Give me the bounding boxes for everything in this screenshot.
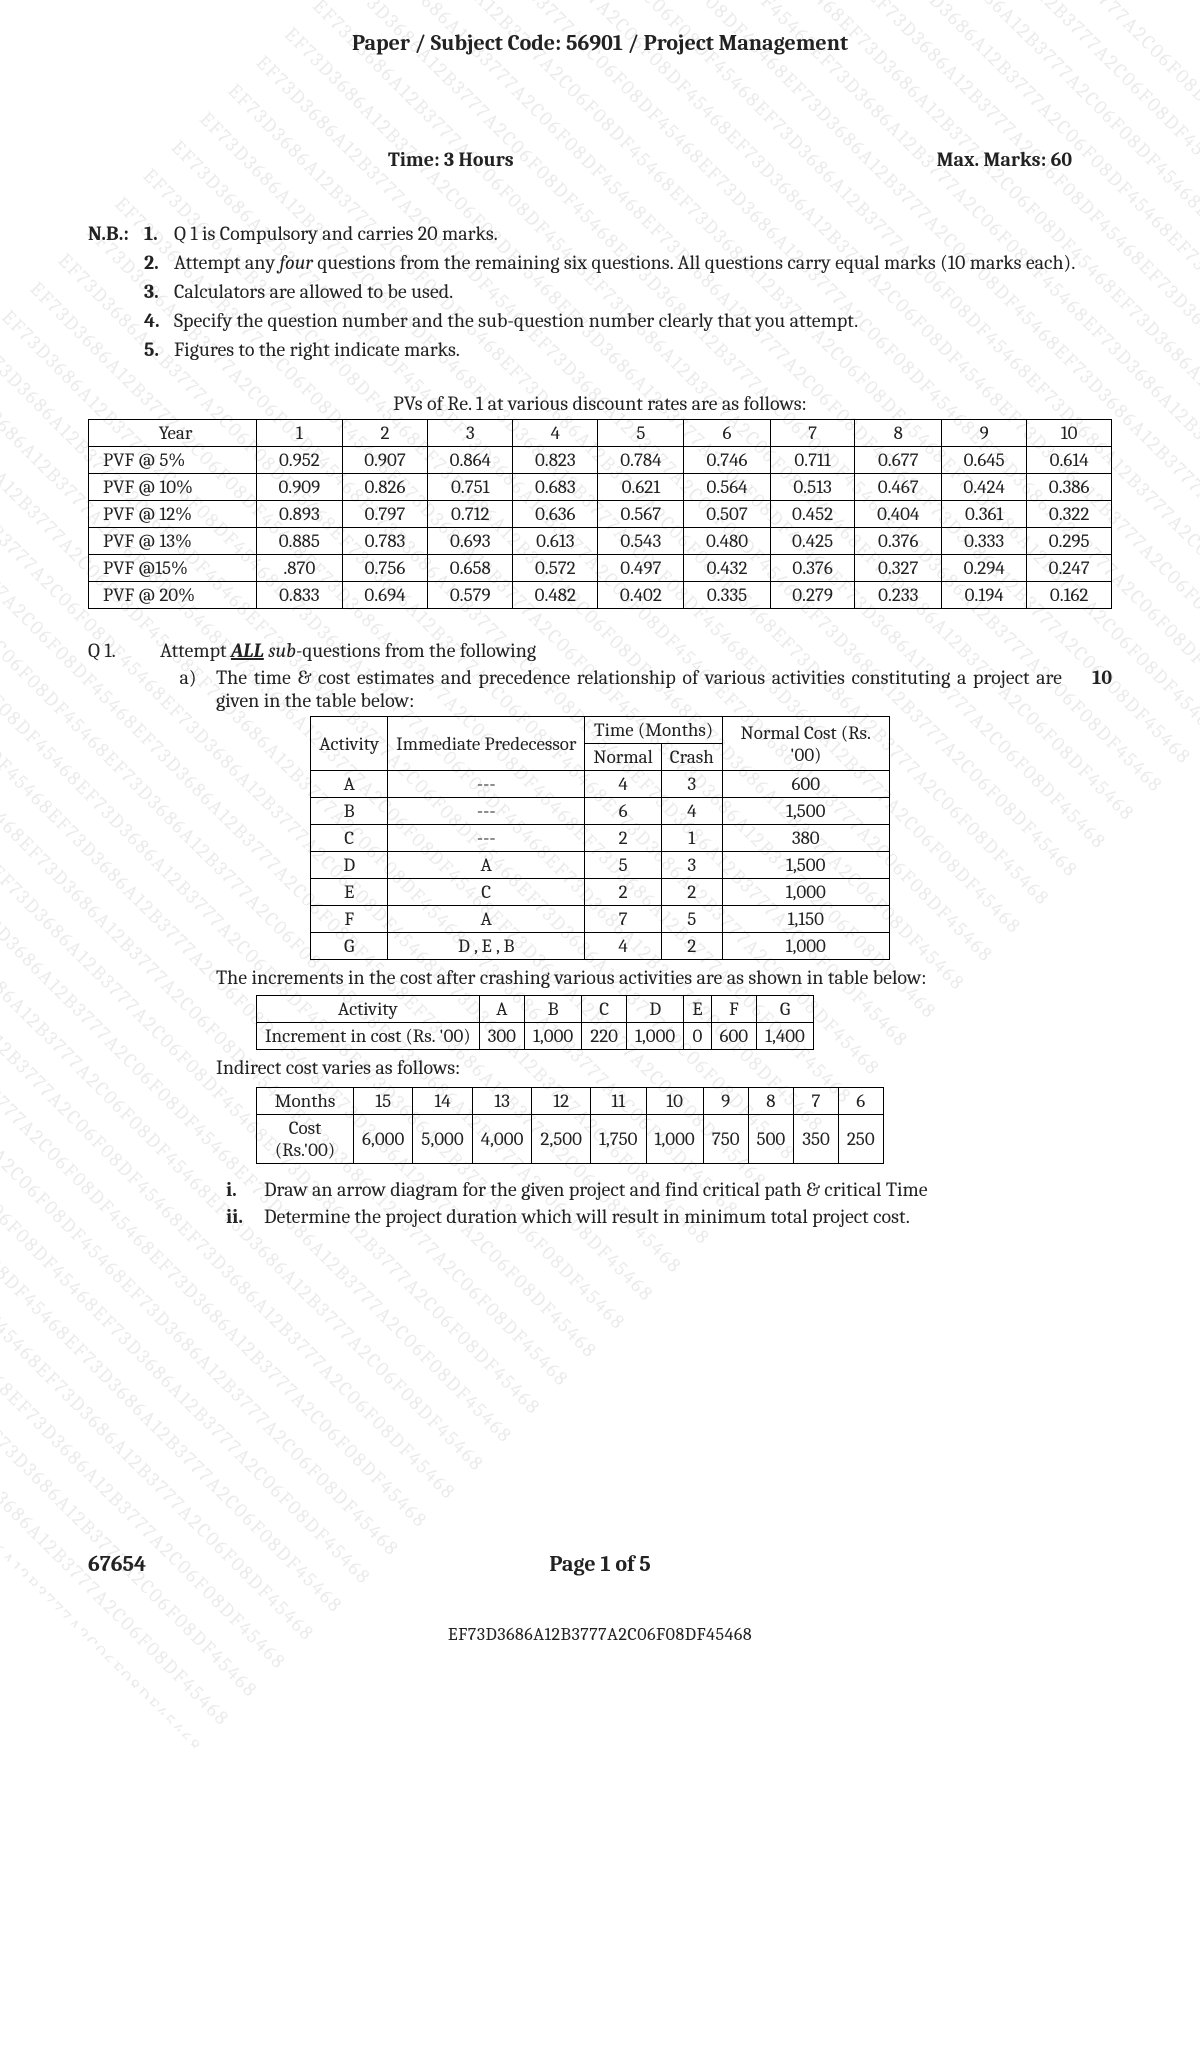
- q1-sub-text: Determine the project duration which wil…: [264, 1205, 1112, 1228]
- q1-sub-num: ii.: [226, 1205, 264, 1228]
- q1a-text: The time & cost estimates and precedence…: [216, 666, 1062, 712]
- pvf-caption: PVs of Re. 1 at various discount rates a…: [88, 392, 1112, 415]
- footer-hash: EF73D3686A12B3777A2C06F08DF45468: [0, 1624, 1200, 1645]
- nb-item-num: 1.: [144, 219, 174, 248]
- nb-item-num: 5.: [144, 335, 174, 364]
- q1-number: Q 1.: [88, 639, 160, 662]
- paper-title: Paper / Subject Code: 56901 / Project Ma…: [88, 30, 1112, 56]
- nb-label: N.B.:: [88, 219, 144, 248]
- time-label: Time: 3 Hours: [388, 148, 514, 171]
- nb-item-text: Calculators are allowed to be used.: [174, 277, 1112, 306]
- q1-sub-text: Draw an arrow diagram for the given proj…: [264, 1178, 1112, 1201]
- nb-item-text: Attempt any four questions from the rema…: [174, 248, 1112, 277]
- activity-table: ActivityImmediate PredecessorTime (Month…: [310, 716, 889, 960]
- indirect-cost-table: Months1514131211109876Cost (Rs.'00)6,000…: [256, 1087, 884, 1164]
- nb-item-text: Q 1 is Compulsory and carries 20 marks.: [174, 219, 1112, 248]
- q1-note2: Indirect cost varies as follows:: [216, 1056, 1112, 1079]
- nb-block: N.B.: 1. Q 1 is Compulsory and carries 2…: [88, 219, 1112, 364]
- q1-note1: The increments in the cost after crashin…: [216, 966, 1112, 989]
- nb-item-num: 3.: [144, 277, 174, 306]
- page-number: Page 1 of 5: [0, 1551, 1200, 1577]
- nb-item-num: 2.: [144, 248, 174, 277]
- q1a-marks: 10: [1062, 666, 1112, 689]
- q1-lead: Attempt ALL sub-questions from the follo…: [160, 639, 1062, 662]
- q1-sub-num: i.: [226, 1178, 264, 1201]
- nb-item-text: Specify the question number and the sub-…: [174, 306, 1112, 335]
- nb-item-text: Figures to the right indicate marks.: [174, 335, 1112, 364]
- q1a-label: a): [160, 666, 216, 689]
- max-marks-label: Max. Marks: 60: [937, 148, 1072, 171]
- pvf-table: Year12345678910PVF @ 5%0.9520.9070.8640.…: [88, 419, 1112, 609]
- increment-table: ActivityABCDEFGIncrement in cost (Rs. '0…: [256, 995, 814, 1050]
- nb-item-num: 4.: [144, 306, 174, 335]
